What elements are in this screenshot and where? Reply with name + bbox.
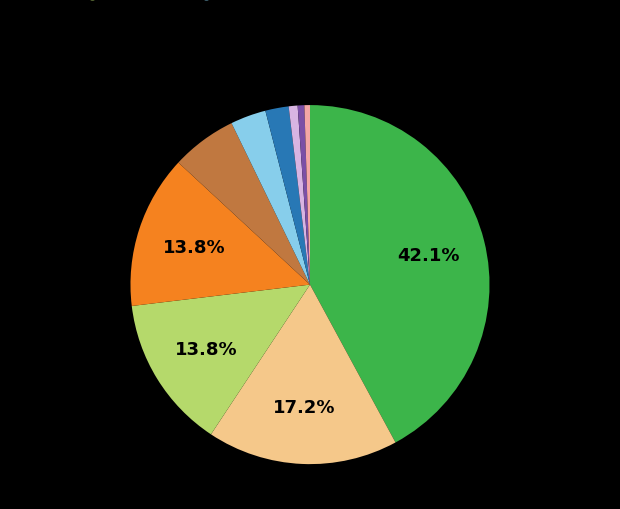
Wedge shape (130, 163, 310, 306)
Legend: £50k-£100k, £100k-£150k, under £50k, £150k-£200k, £200k-£250k, £250k-£300k, £300: £50k-£100k, £100k-£150k, under £50k, £15… (82, 0, 538, 8)
Wedge shape (289, 106, 310, 285)
Wedge shape (231, 111, 310, 285)
Text: 17.2%: 17.2% (273, 398, 336, 416)
Wedge shape (179, 124, 310, 285)
Wedge shape (211, 285, 396, 464)
Text: 42.1%: 42.1% (397, 246, 459, 264)
Text: 13.8%: 13.8% (162, 238, 225, 257)
Wedge shape (304, 106, 310, 285)
Wedge shape (132, 285, 310, 435)
Wedge shape (265, 107, 310, 285)
Wedge shape (310, 106, 490, 443)
Wedge shape (298, 106, 310, 285)
Text: 13.8%: 13.8% (175, 340, 237, 358)
